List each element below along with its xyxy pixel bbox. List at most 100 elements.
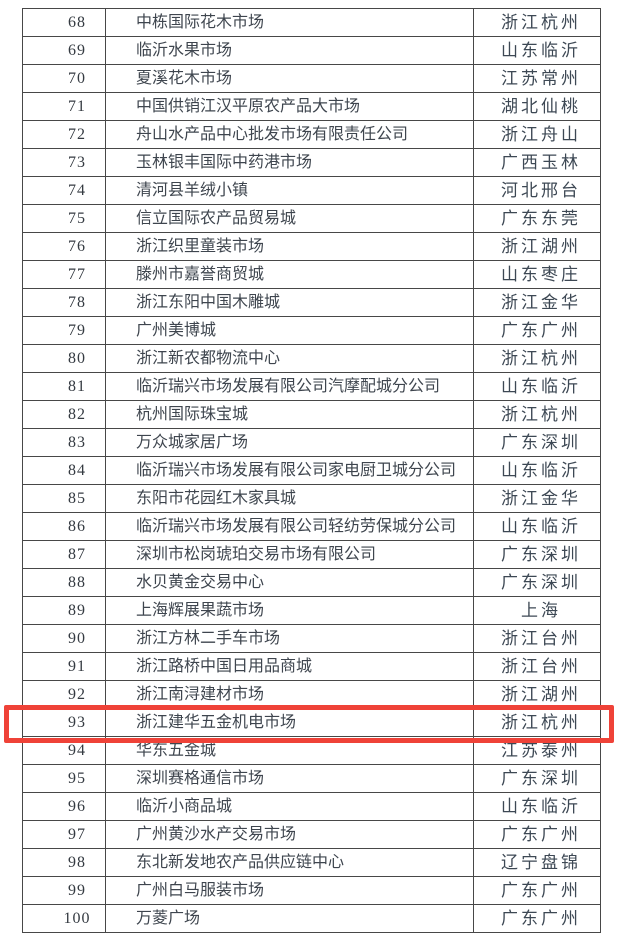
table-row: 85 东阳市花园红木家具城 浙江金华 <box>22 484 601 513</box>
location-cell: 广东广州 <box>473 904 601 933</box>
rank-cell: 90 <box>22 624 106 653</box>
location-cell: 上海 <box>473 596 601 625</box>
market-name-cell: 临沂瑞兴市场发展有限公司汽摩配城分公司 <box>105 372 474 401</box>
location-cell: 山东临沂 <box>473 792 601 821</box>
rank-cell: 80 <box>22 344 106 373</box>
location-cell: 河北邢台 <box>473 176 601 205</box>
market-name-cell: 滕州市嘉誉商贸城 <box>105 260 474 289</box>
market-name-cell: 广州美博城 <box>105 316 474 345</box>
market-name-cell: 玉林银丰国际中药港市场 <box>105 148 474 177</box>
rank-cell: 85 <box>22 484 106 513</box>
market-name-cell: 浙江方林二手车市场 <box>105 624 474 653</box>
market-name-cell: 中国供销江汉平原农产品大市场 <box>105 92 474 121</box>
rank-cell: 92 <box>22 680 106 709</box>
table-row: 90 浙江方林二手车市场 浙江台州 <box>22 624 601 653</box>
table-row: 96 临沂小商品城 山东临沂 <box>22 792 601 821</box>
table-row: 84 临沂瑞兴市场发展有限公司家电厨卫城分公司 山东临沂 <box>22 456 601 485</box>
market-name-cell: 临沂瑞兴市场发展有限公司轻纺劳保城分公司 <box>105 512 474 541</box>
location-cell: 广东广州 <box>473 820 601 849</box>
rank-cell: 99 <box>22 876 106 905</box>
rank-cell: 98 <box>22 848 106 877</box>
rank-cell: 71 <box>22 92 106 121</box>
market-name-cell: 深圳赛格通信市场 <box>105 764 474 793</box>
market-name-cell: 水贝黄金交易中心 <box>105 568 474 597</box>
table-row: 82 杭州国际珠宝城 浙江杭州 <box>22 400 601 429</box>
rank-cell: 83 <box>22 428 106 457</box>
market-name-cell: 华东五金城 <box>105 736 474 765</box>
table-row: 92 浙江南浔建材市场 浙江湖州 <box>22 680 601 709</box>
market-name-cell: 广州白马服装市场 <box>105 876 474 905</box>
rank-cell: 74 <box>22 176 106 205</box>
location-cell: 广东深圳 <box>473 428 601 457</box>
location-cell: 浙江杭州 <box>473 8 601 37</box>
location-cell: 山东枣庄 <box>473 260 601 289</box>
location-cell: 浙江金华 <box>473 484 601 513</box>
table-row: 81 临沂瑞兴市场发展有限公司汽摩配城分公司 山东临沂 <box>22 372 601 401</box>
table-row: 86 临沂瑞兴市场发展有限公司轻纺劳保城分公司 山东临沂 <box>22 512 601 541</box>
table-row: 97 广州黄沙水产交易市场 广东广州 <box>22 820 601 849</box>
location-cell: 山东临沂 <box>473 372 601 401</box>
location-cell: 湖北仙桃 <box>473 92 601 121</box>
location-cell: 广东深圳 <box>473 540 601 569</box>
market-ranking-table: 68 中栋国际花木市场 浙江杭州 69 临沂水果市场 山东临沂 70 夏溪花木市… <box>22 8 601 933</box>
rank-cell: 95 <box>22 764 106 793</box>
table-row: 87 深圳市松岗琥珀交易市场有限公司 广东深圳 <box>22 540 601 569</box>
location-cell: 浙江杭州 <box>473 708 601 737</box>
location-cell: 山东临沂 <box>473 36 601 65</box>
rank-cell: 70 <box>22 64 106 93</box>
market-name-cell: 东阳市花园红木家具城 <box>105 484 474 513</box>
market-name-cell: 广州黄沙水产交易市场 <box>105 820 474 849</box>
location-cell: 广西玉林 <box>473 148 601 177</box>
table-row: 79 广州美博城 广东广州 <box>22 316 601 345</box>
location-cell: 浙江杭州 <box>473 400 601 429</box>
table-row: 68 中栋国际花木市场 浙江杭州 <box>22 8 601 37</box>
market-name-cell: 万众城家居广场 <box>105 428 474 457</box>
rank-cell: 76 <box>22 232 106 261</box>
location-cell: 广东广州 <box>473 876 601 905</box>
market-name-cell: 临沂小商品城 <box>105 792 474 821</box>
table-row: 70 夏溪花木市场 江苏常州 <box>22 64 601 93</box>
location-cell: 广东深圳 <box>473 568 601 597</box>
table-row: 75 信立国际农产品贸易城 广东东莞 <box>22 204 601 233</box>
market-name-cell: 浙江东阳中国木雕城 <box>105 288 474 317</box>
location-cell: 浙江湖州 <box>473 680 601 709</box>
rank-cell: 96 <box>22 792 106 821</box>
market-name-cell: 浙江新农都物流中心 <box>105 344 474 373</box>
table-row: 69 临沂水果市场 山东临沂 <box>22 36 601 65</box>
market-name-cell: 临沂水果市场 <box>105 36 474 65</box>
table-row: 77 滕州市嘉誉商贸城 山东枣庄 <box>22 260 601 289</box>
rank-cell: 97 <box>22 820 106 849</box>
market-name-cell: 清河县羊绒小镇 <box>105 176 474 205</box>
rank-cell: 68 <box>22 8 106 37</box>
table-row: 93 浙江建华五金机电市场 浙江杭州 <box>22 708 601 737</box>
table-row: 71 中国供销江汉平原农产品大市场 湖北仙桃 <box>22 92 601 121</box>
table-row: 72 舟山水产品中心批发市场有限责任公司 浙江舟山 <box>22 120 601 149</box>
market-name-cell: 舟山水产品中心批发市场有限责任公司 <box>105 120 474 149</box>
rank-cell: 84 <box>22 456 106 485</box>
location-cell: 广东广州 <box>473 316 601 345</box>
location-cell: 广东东莞 <box>473 204 601 233</box>
location-cell: 江苏常州 <box>473 64 601 93</box>
location-cell: 浙江台州 <box>473 652 601 681</box>
table-row: 83 万众城家居广场 广东深圳 <box>22 428 601 457</box>
market-name-cell: 夏溪花木市场 <box>105 64 474 93</box>
rank-cell: 89 <box>22 596 106 625</box>
market-name-cell: 信立国际农产品贸易城 <box>105 204 474 233</box>
table-row: 94 华东五金城 江苏泰州 <box>22 736 601 765</box>
market-name-cell: 上海辉展果蔬市场 <box>105 596 474 625</box>
table-row: 98 东北新发地农产品供应链中心 辽宁盘锦 <box>22 848 601 877</box>
location-cell: 浙江台州 <box>473 624 601 653</box>
table-row: 88 水贝黄金交易中心 广东深圳 <box>22 568 601 597</box>
market-name-cell: 浙江南浔建材市场 <box>105 680 474 709</box>
table-row: 100 万菱广场 广东广州 <box>22 904 601 933</box>
location-cell: 浙江金华 <box>473 288 601 317</box>
table-row: 95 深圳赛格通信市场 广东深圳 <box>22 764 601 793</box>
market-name-cell: 浙江建华五金机电市场 <box>105 708 474 737</box>
table-row: 99 广州白马服装市场 广东广州 <box>22 876 601 905</box>
table-row: 73 玉林银丰国际中药港市场 广西玉林 <box>22 148 601 177</box>
location-cell: 浙江杭州 <box>473 344 601 373</box>
rank-cell: 91 <box>22 652 106 681</box>
table-row: 91 浙江路桥中国日用品商城 浙江台州 <box>22 652 601 681</box>
table-row: 76 浙江织里童装市场 浙江湖州 <box>22 232 601 261</box>
market-name-cell: 深圳市松岗琥珀交易市场有限公司 <box>105 540 474 569</box>
